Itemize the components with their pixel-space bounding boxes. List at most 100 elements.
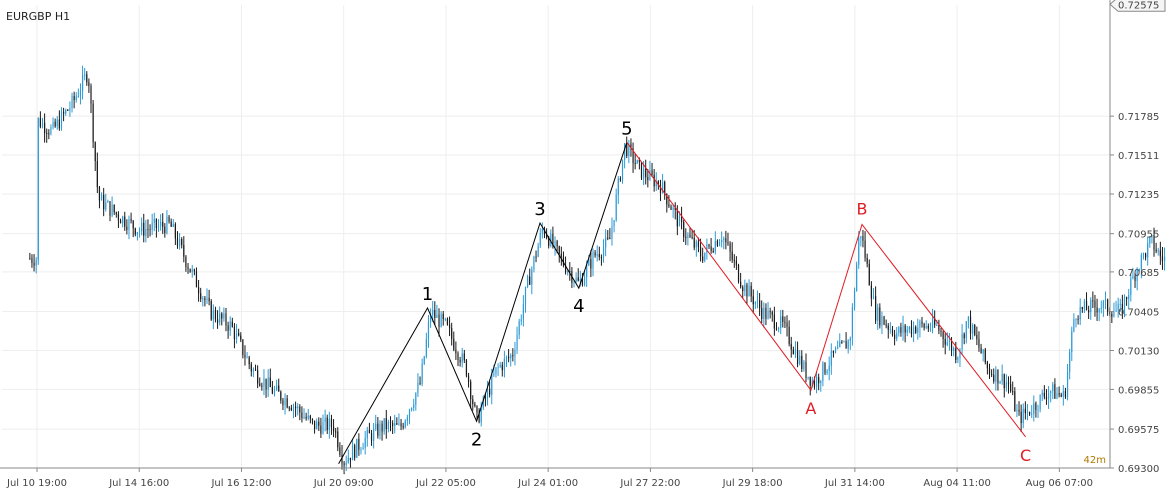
- candle: [967, 316, 970, 329]
- candle: [225, 307, 227, 332]
- candle: [400, 418, 402, 431]
- grid-lines: [2, 5, 1110, 469]
- candle-body: [803, 362, 805, 369]
- candle-body: [1123, 297, 1126, 314]
- candle-body: [1134, 276, 1136, 281]
- candle-body: [564, 265, 567, 273]
- candle: [463, 349, 465, 364]
- candle-body: [210, 301, 212, 320]
- candle-body: [948, 340, 951, 343]
- candle: [440, 311, 442, 328]
- candle: [166, 210, 168, 235]
- candle: [527, 274, 529, 289]
- candle: [470, 379, 472, 409]
- candlestick-series: [29, 65, 1166, 475]
- candle: [1007, 376, 1010, 394]
- candle: [62, 107, 65, 122]
- candle: [240, 332, 242, 343]
- candle-body: [297, 406, 299, 409]
- candle: [777, 326, 780, 333]
- candle: [122, 215, 124, 228]
- candle-body: [86, 74, 88, 83]
- x-tick-label: Jul 22 05:00: [415, 478, 476, 489]
- candle: [1031, 405, 1033, 419]
- candle-body: [524, 286, 527, 305]
- candle: [219, 306, 221, 326]
- candle-body: [138, 231, 141, 233]
- candle: [883, 315, 885, 326]
- candle-body: [1079, 307, 1081, 320]
- candle: [37, 117, 39, 265]
- candle-body: [1050, 391, 1052, 394]
- x-tick-label: Jul 29 18:00: [722, 478, 783, 489]
- candle: [1073, 313, 1075, 333]
- candle-body: [1104, 299, 1107, 302]
- candle-body: [360, 449, 362, 451]
- candle-body: [58, 119, 60, 129]
- candle: [223, 307, 225, 322]
- candle-body: [309, 415, 311, 419]
- candle: [1161, 246, 1164, 270]
- candle: [276, 379, 278, 391]
- candle-body: [837, 347, 839, 349]
- candle-body: [191, 269, 193, 273]
- candle: [185, 255, 187, 272]
- candle-body: [223, 313, 225, 319]
- candle: [1136, 267, 1138, 291]
- candle-body: [520, 319, 522, 322]
- candle: [335, 428, 337, 438]
- candle-body: [491, 375, 493, 395]
- candle: [248, 355, 250, 370]
- candle: [805, 353, 807, 383]
- candle: [723, 236, 725, 250]
- candle: [377, 417, 379, 439]
- candle-body: [248, 357, 250, 365]
- candle-body: [1157, 250, 1159, 252]
- candle-body: [976, 334, 978, 340]
- candle: [33, 254, 35, 272]
- candle: [647, 169, 649, 188]
- candle-body: [820, 380, 822, 384]
- candle-body: [737, 264, 740, 282]
- candle-body: [48, 133, 50, 135]
- candle: [81, 65, 84, 100]
- candle-body: [934, 318, 936, 325]
- candle: [233, 323, 236, 349]
- candle-body: [974, 325, 976, 335]
- candle: [320, 417, 322, 438]
- candle-body: [423, 356, 425, 364]
- candle: [957, 356, 959, 364]
- candle-body: [476, 406, 478, 413]
- candle: [415, 392, 417, 411]
- candle: [651, 162, 653, 177]
- candle-body: [368, 429, 371, 434]
- candle-body: [579, 278, 581, 281]
- candle-body: [174, 224, 176, 239]
- candle-body: [284, 398, 286, 406]
- candle-body: [389, 421, 392, 424]
- candle-body: [556, 241, 558, 247]
- candle: [1085, 292, 1088, 311]
- candle-body: [96, 161, 98, 188]
- candle-body: [891, 329, 894, 335]
- candle: [931, 308, 934, 334]
- candle-body: [432, 309, 434, 315]
- candle: [862, 229, 864, 248]
- candle: [839, 333, 841, 348]
- candle: [1132, 267, 1134, 280]
- candle-body: [1092, 300, 1094, 302]
- candle: [250, 361, 252, 377]
- candle-body: [178, 239, 181, 246]
- candle: [126, 219, 128, 235]
- candle-body: [373, 428, 375, 441]
- candle-body: [624, 143, 626, 160]
- candle: [830, 343, 832, 375]
- correction-wave-line: [626, 142, 1026, 438]
- candle: [96, 152, 98, 194]
- candle-body: [1138, 269, 1140, 271]
- candle: [1149, 235, 1151, 248]
- candle-body: [988, 368, 991, 374]
- candle-body: [233, 326, 236, 340]
